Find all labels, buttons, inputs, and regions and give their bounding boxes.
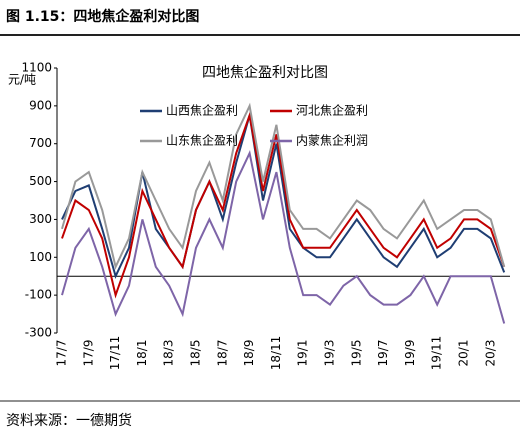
x-tick-label: 19/7 xyxy=(376,340,390,367)
x-tick-label: 19/5 xyxy=(349,340,363,367)
x-tick-label: 17/11 xyxy=(108,336,122,371)
series-line xyxy=(61,111,506,299)
x-tick-label: 17/9 xyxy=(81,340,95,367)
chart-title: 四地焦企盈利对比图 xyxy=(202,64,328,81)
series-line xyxy=(61,102,506,270)
x-tick-label: 20/3 xyxy=(483,340,497,367)
legend-label: 山东焦企盈利 xyxy=(166,133,238,148)
y-tick-label: -300 xyxy=(25,326,52,340)
legend-label: 河北焦企盈利 xyxy=(296,103,368,118)
y-axis-label: 元/吨 xyxy=(8,73,36,87)
y-tick-label: 500 xyxy=(29,174,52,188)
y-tick-label: 100 xyxy=(29,250,52,264)
x-tick-label: 19/3 xyxy=(323,340,337,367)
y-tick-label: 700 xyxy=(29,136,52,150)
series-line xyxy=(61,150,506,324)
y-tick-label: 300 xyxy=(29,212,52,226)
y-tick-label: 1100 xyxy=(21,61,52,75)
x-tick-label: 18/5 xyxy=(189,340,203,367)
x-tick-label: 19/11 xyxy=(430,336,444,371)
page-title: 图 1.15：四地焦企盈利对比图 xyxy=(6,8,199,25)
x-tick-label: 18/11 xyxy=(269,336,283,371)
x-tick-label: 19/9 xyxy=(403,340,417,367)
x-tick-label: 19/1 xyxy=(296,340,310,367)
x-tick-label: 17/7 xyxy=(55,340,69,367)
y-tick-label: 900 xyxy=(29,98,52,112)
legend-label: 山西焦企盈利 xyxy=(166,103,238,118)
legend-label: 内蒙焦企利润 xyxy=(296,133,368,148)
x-tick-label: 18/3 xyxy=(162,340,176,367)
x-tick-label: 18/7 xyxy=(215,340,229,367)
x-tick-label: 20/1 xyxy=(457,340,471,367)
series-line xyxy=(61,115,506,280)
x-tick-label: 18/9 xyxy=(242,340,256,367)
y-tick-label: -100 xyxy=(25,288,52,302)
x-tick-label: 18/1 xyxy=(135,340,149,367)
source: 资料来源：一德期货 xyxy=(6,412,132,429)
